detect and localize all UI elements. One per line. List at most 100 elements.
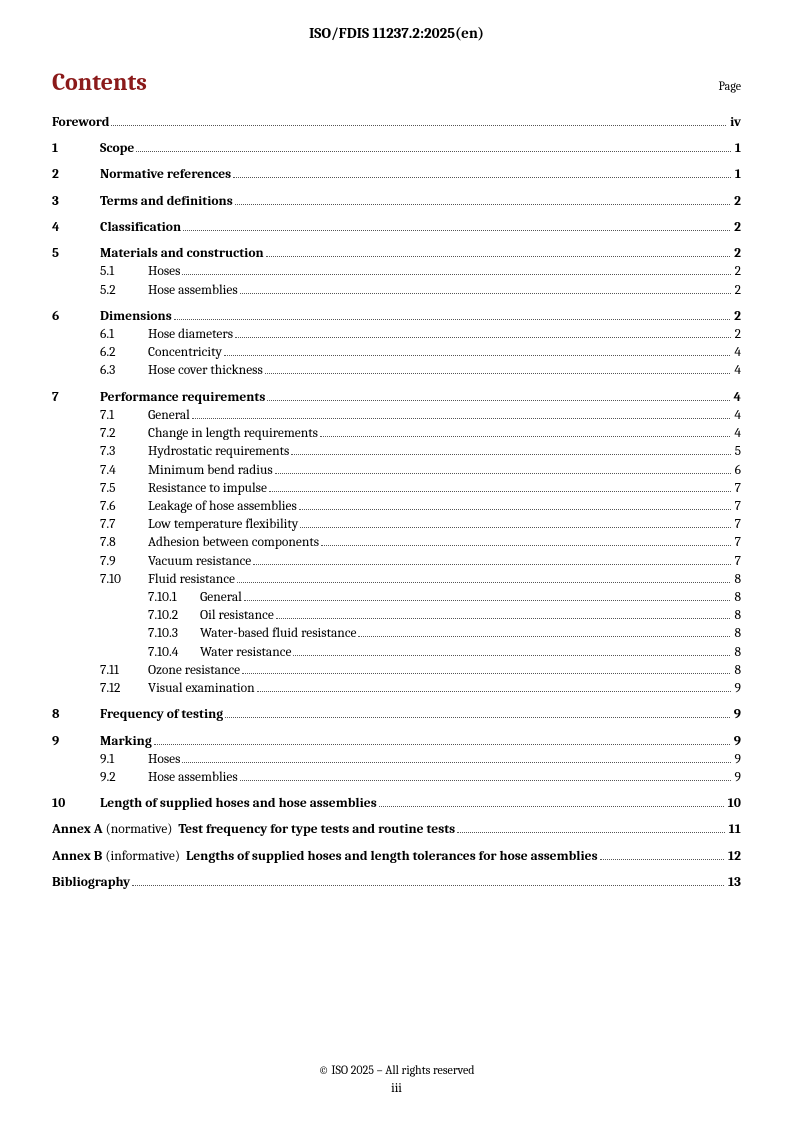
toc-page: 2 bbox=[733, 263, 741, 281]
toc-number: 7.4 bbox=[100, 462, 148, 480]
toc-label: Terms and definitions bbox=[100, 193, 233, 211]
toc-entry-annex-b[interactable]: Annex B (informative) Lengths of supplie… bbox=[52, 848, 741, 866]
toc-entry[interactable]: 7.4Minimum bend radius6 bbox=[100, 462, 741, 480]
toc-page: 7 bbox=[733, 480, 741, 498]
toc-entry-scope[interactable]: 1 Scope 1 bbox=[52, 140, 741, 158]
toc-page: 7 bbox=[733, 516, 741, 534]
toc-entry-normative-references[interactable]: 2 Normative references 1 bbox=[52, 166, 741, 184]
toc-label: Length of supplied hoses and hose assemb… bbox=[100, 795, 377, 813]
toc-page: 9 bbox=[733, 680, 741, 698]
toc-page: 11 bbox=[727, 821, 741, 839]
toc-entry[interactable]: 7.5Resistance to impulse7 bbox=[100, 480, 741, 498]
toc-number: 5.2 bbox=[100, 282, 148, 300]
toc-label: Concentricity bbox=[148, 344, 222, 362]
toc-entry-materials[interactable]: 5 Materials and construction 2 bbox=[52, 245, 741, 263]
toc-entry[interactable]: 6.1 Hose diameters 2 bbox=[100, 326, 741, 344]
toc-number: 5 bbox=[52, 245, 100, 263]
leader bbox=[253, 564, 730, 565]
toc-entry-hose-assemblies[interactable]: 5.2 Hose assemblies 2 bbox=[100, 282, 741, 300]
leader bbox=[182, 762, 730, 763]
toc-page: 2 bbox=[733, 282, 741, 300]
toc-entry[interactable]: 7.9Vacuum resistance7 bbox=[100, 553, 741, 571]
toc-label: Annex A (normative) Test frequency for t… bbox=[52, 821, 455, 839]
toc-entry[interactable]: 7.6Leakage of hose assemblies7 bbox=[100, 498, 741, 516]
toc-entry[interactable]: 7.7Low temperature flexibility7 bbox=[100, 516, 741, 534]
toc-number: 7.10.1 bbox=[148, 589, 200, 607]
toc-number: 1 bbox=[52, 140, 100, 158]
leader bbox=[299, 509, 731, 510]
leader bbox=[320, 436, 730, 437]
toc-entry-dimensions[interactable]: 6 Dimensions 2 bbox=[52, 308, 741, 326]
toc-label: Water-based fluid resistance bbox=[200, 625, 356, 643]
toc-page: 8 bbox=[732, 607, 741, 625]
leader bbox=[300, 527, 730, 528]
annex-type: (informative) bbox=[105, 849, 180, 864]
toc-entry[interactable]: 7.10.4Water resistance8 bbox=[148, 644, 741, 662]
toc-entry-performance[interactable]: 7 Performance requirements 4 bbox=[52, 389, 741, 407]
toc-number: 9 bbox=[52, 733, 100, 751]
leader bbox=[136, 151, 731, 152]
toc-label: Foreword bbox=[52, 114, 109, 132]
toc-page: 7 bbox=[733, 534, 741, 552]
toc-label: Hoses bbox=[148, 751, 180, 769]
toc-entry-foreword[interactable]: Foreword iv bbox=[52, 114, 741, 132]
toc-label: Hose cover thickness bbox=[148, 362, 263, 380]
toc-label: Dimensions bbox=[100, 308, 172, 326]
toc-entry[interactable]: 7.11Ozone resistance8 bbox=[100, 662, 741, 680]
toc-entry-length[interactable]: 10 Length of supplied hoses and hose ass… bbox=[52, 795, 741, 813]
toc-entry[interactable]: 7.2Change in length requirements4 bbox=[100, 425, 741, 443]
toc-label: Low temperature flexibility bbox=[148, 516, 298, 534]
toc-entry-frequency[interactable]: 8 Frequency of testing 9 bbox=[52, 706, 741, 724]
toc-entry-annex-a[interactable]: Annex A (normative) Test frequency for t… bbox=[52, 821, 741, 839]
toc-label: Minimum bend radius bbox=[148, 462, 273, 480]
toc-number: 7.2 bbox=[100, 425, 148, 443]
toc-page: 2 bbox=[733, 326, 741, 344]
toc-page: iv bbox=[728, 114, 741, 132]
toc-entry[interactable]: 7.10.1General8 bbox=[148, 589, 741, 607]
toc-entry[interactable]: 7.10Fluid resistance8 bbox=[100, 571, 741, 589]
toc-label: Bibliography bbox=[52, 874, 130, 892]
toc-entry[interactable]: 7.10.3Water-based fluid resistance8 bbox=[148, 625, 741, 643]
leader bbox=[235, 337, 731, 338]
toc-page: 9 bbox=[732, 706, 741, 724]
copyright-text: © ISO 2025 – All rights reserved bbox=[0, 1063, 793, 1077]
toc-entry[interactable]: 6.2 Concentricity 4 bbox=[100, 344, 741, 362]
contents-header: Contents Page bbox=[52, 68, 741, 96]
toc-entry-terms[interactable]: 3 Terms and definitions 2 bbox=[52, 193, 741, 211]
toc-entry[interactable]: 7.3Hydrostatic requirements5 bbox=[100, 443, 741, 461]
toc-entry[interactable]: 7.1General4 bbox=[100, 407, 741, 425]
toc-page: 13 bbox=[726, 874, 741, 892]
toc-page: 2 bbox=[732, 219, 741, 237]
toc-label: Scope bbox=[100, 140, 134, 158]
toc-entry[interactable]: 7.10.2Oil resistance8 bbox=[148, 607, 741, 625]
toc-label: Hoses bbox=[148, 263, 180, 281]
toc-entry[interactable]: 9.1Hoses9 bbox=[100, 751, 741, 769]
toc-entry-marking[interactable]: 9 Marking 9 bbox=[52, 733, 741, 751]
toc-number: 6.2 bbox=[100, 344, 148, 362]
toc-label: Classification bbox=[100, 219, 181, 237]
leader bbox=[183, 230, 730, 231]
toc-page: 8 bbox=[732, 644, 741, 662]
toc-entry[interactable]: 9.2Hose assemblies9 bbox=[100, 769, 741, 787]
leader bbox=[240, 780, 731, 781]
toc-number: 7.3 bbox=[100, 443, 148, 461]
toc-entry[interactable]: 6.3 Hose cover thickness 4 bbox=[100, 362, 741, 380]
toc-entry-bibliography[interactable]: Bibliography 13 bbox=[52, 874, 741, 892]
toc-number: 6.1 bbox=[100, 326, 148, 344]
page-number: iii bbox=[0, 1081, 793, 1096]
toc-label: Visual examination bbox=[148, 680, 255, 698]
toc-entry-classification[interactable]: 4 Classification 2 bbox=[52, 219, 741, 237]
toc-entry-hoses[interactable]: 5.1 Hoses 2 bbox=[100, 263, 741, 281]
toc-label: Fluid resistance bbox=[148, 571, 235, 589]
toc-label: General bbox=[148, 407, 190, 425]
toc-number: 7.10.2 bbox=[148, 607, 200, 625]
leader bbox=[600, 859, 724, 860]
toc-entry[interactable]: 7.12Visual examination9 bbox=[100, 680, 741, 698]
leader bbox=[132, 885, 724, 886]
leader bbox=[154, 744, 730, 745]
toc-label: Adhesion between components bbox=[148, 534, 319, 552]
page-label: Page bbox=[719, 79, 741, 93]
toc-number: 7.1 bbox=[100, 407, 148, 425]
annex-title: Test frequency for type tests and routin… bbox=[178, 822, 455, 837]
toc-entry[interactable]: 7.8Adhesion between components7 bbox=[100, 534, 741, 552]
